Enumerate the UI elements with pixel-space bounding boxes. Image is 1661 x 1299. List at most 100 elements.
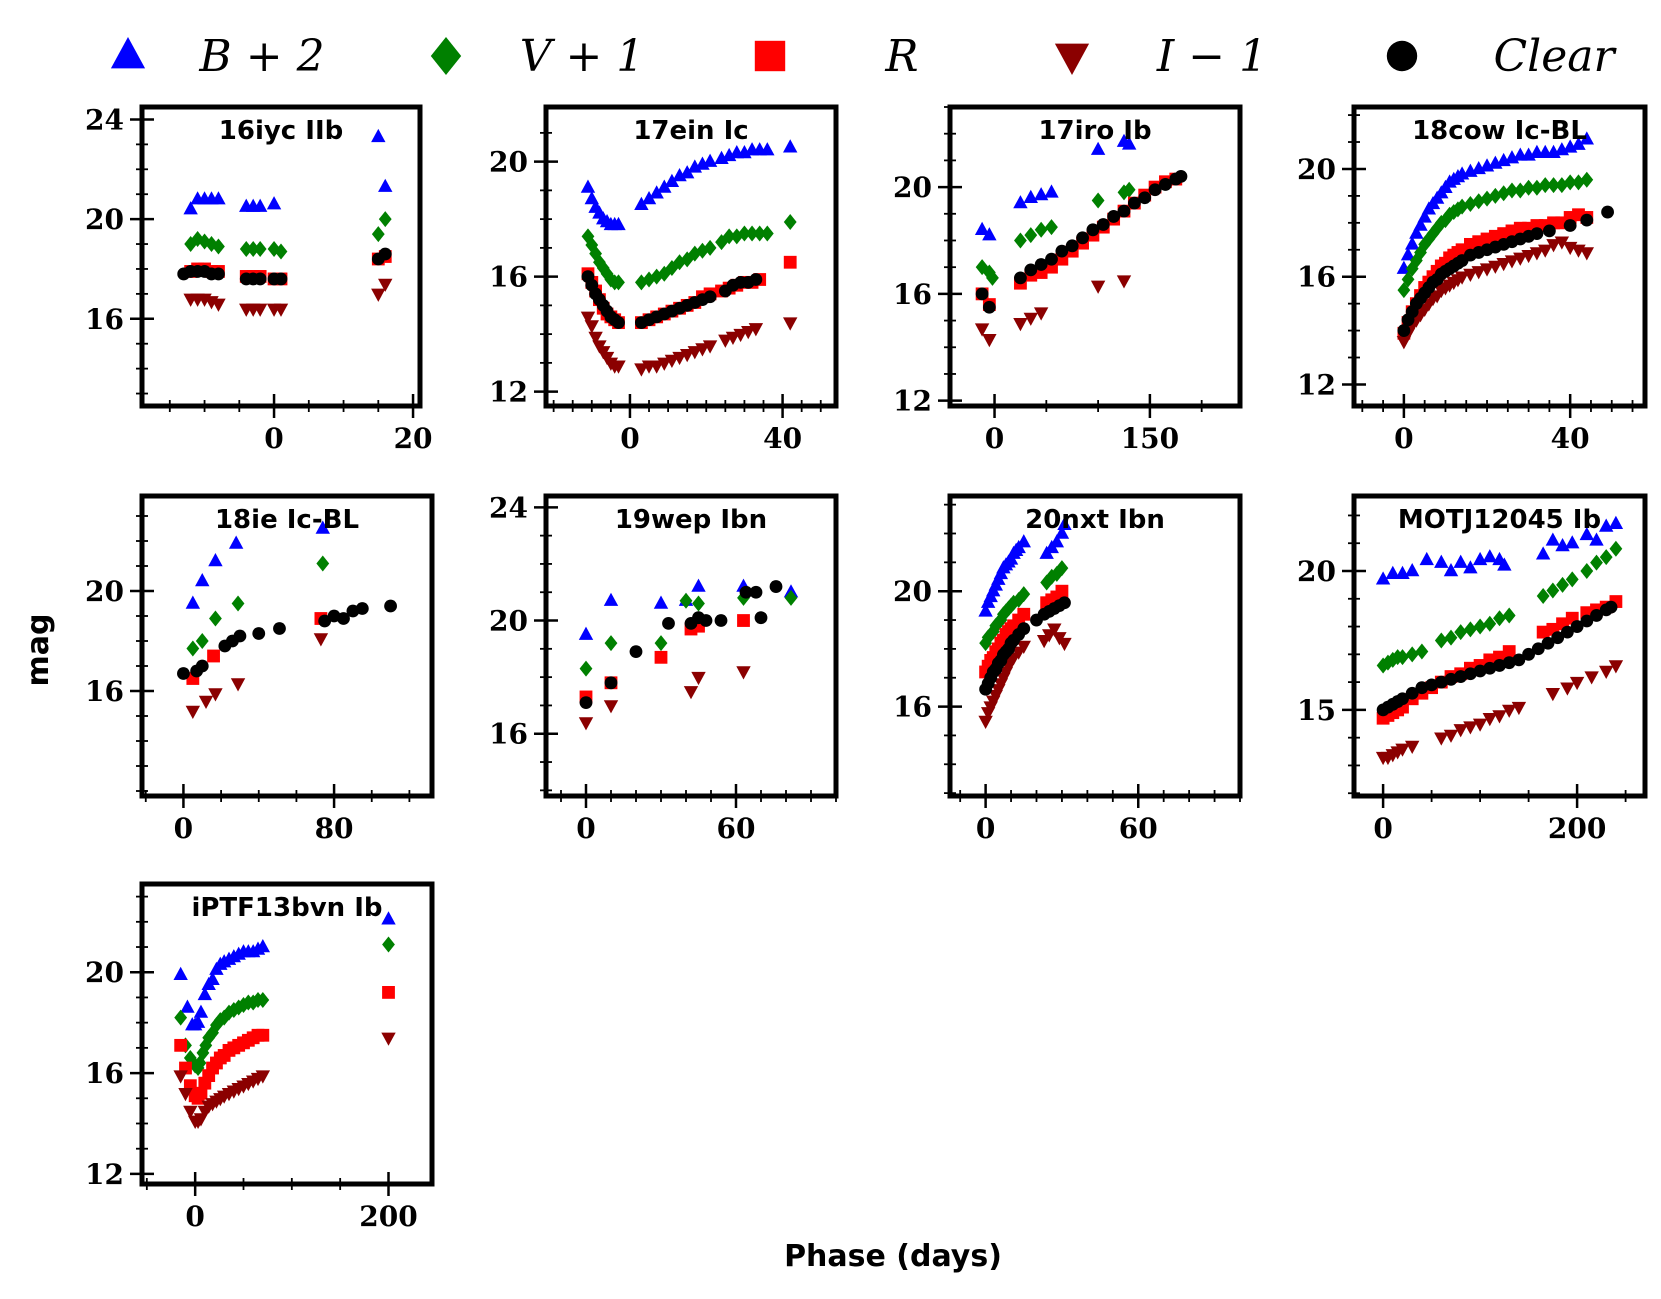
panel-data [978,516,1072,729]
point-i [1047,623,1062,637]
point-v [231,595,245,612]
series-r [174,986,395,1105]
point-v [1091,192,1105,209]
point-clear [1127,196,1141,210]
point-i [211,298,226,312]
point-v [227,1002,241,1019]
point-b [1375,571,1391,585]
point-r [1055,584,1069,598]
point-clear [1017,622,1031,636]
point-i [1521,249,1536,264]
x-tick-label: 0 [620,422,639,455]
legend-label-v: V + 1 [520,31,645,82]
series-b [580,139,798,231]
panel-1: 0 20 16 20 24 16iyc IIb [85,103,433,455]
point-v [784,589,798,606]
point-i [1554,236,1570,250]
series-r [184,250,392,286]
legend-marker-v [430,37,462,75]
x-tick-label: 60 [717,812,756,845]
point-i [313,633,329,647]
series-b [974,133,1137,241]
point-i [1013,318,1028,332]
point-clear [1065,239,1079,253]
point-b [978,603,993,617]
legend-marker-b [110,37,146,69]
point-v [1483,615,1497,632]
point-v [210,1017,223,1034]
panel-ticks [130,515,411,808]
point-v [1565,571,1579,588]
panel-9: 0 200 12 16 20 iPTF13bvn Ib [85,881,435,1233]
point-clear [1396,692,1409,706]
point-clear [1570,620,1584,633]
point-r [382,986,395,999]
panel-data [580,139,798,377]
x-tick-label: 40 [1551,422,1590,455]
point-i [1479,263,1495,277]
series-clear [581,270,763,330]
point-i [1405,740,1420,754]
y-tick-label: 20 [85,203,124,236]
point-clear [233,629,247,643]
point-v [1055,560,1069,577]
point-r [1017,607,1031,621]
point-clear [1541,636,1555,650]
point-i [1529,247,1545,261]
point-clear [252,627,266,640]
point-i [741,326,756,340]
y-tick-label: 12 [85,1158,124,1191]
y-axis-label: mag [21,614,56,687]
y-tick-label: 16 [489,261,528,294]
point-clear [1590,609,1603,622]
point-v [256,991,270,1008]
point-clear [739,585,753,599]
y-tick-label: 16 [85,303,124,336]
point-i [1608,660,1624,674]
legend-marker-r [754,40,786,72]
point-b [783,139,798,153]
point-i [1472,718,1488,732]
point-i [1463,268,1478,283]
point-i [1016,640,1031,654]
point-b [381,911,396,925]
series-clear [975,170,1188,314]
point-i [580,311,596,325]
series-b [183,128,393,215]
point-i [578,717,594,731]
point-b [1054,525,1070,539]
series-v [1376,540,1623,674]
series-b [1396,131,1594,274]
y-tick-label: 24 [85,103,124,136]
panel-data [177,128,393,317]
series-b [185,520,330,609]
point-b [974,221,990,236]
panel-title: 20nxt Ibn [1025,505,1165,535]
point-i [672,351,687,366]
point-b [1434,554,1449,568]
point-clear [1464,667,1477,681]
point-b [185,595,201,609]
point-v [246,241,260,258]
series-v [186,555,330,657]
point-v [986,269,999,286]
point-i [1057,637,1072,652]
legend-label-r: R [884,31,918,82]
x-tick-label: 0 [1373,812,1392,845]
panel-data [177,520,397,719]
point-i [371,288,386,302]
point-i [718,334,733,348]
point-i [1463,721,1478,735]
point-b [679,165,695,179]
point-b [1409,225,1424,239]
point-clear [1542,224,1556,238]
point-clear [604,676,618,690]
y-tick-label: 20 [489,605,528,638]
point-b [1033,187,1049,201]
point-v [371,226,385,243]
point-v [783,214,797,230]
legend-entry-b: B + 2 [110,31,325,82]
point-v [239,241,253,258]
x-tick-label: 0 [174,812,193,845]
point-b [183,201,198,215]
